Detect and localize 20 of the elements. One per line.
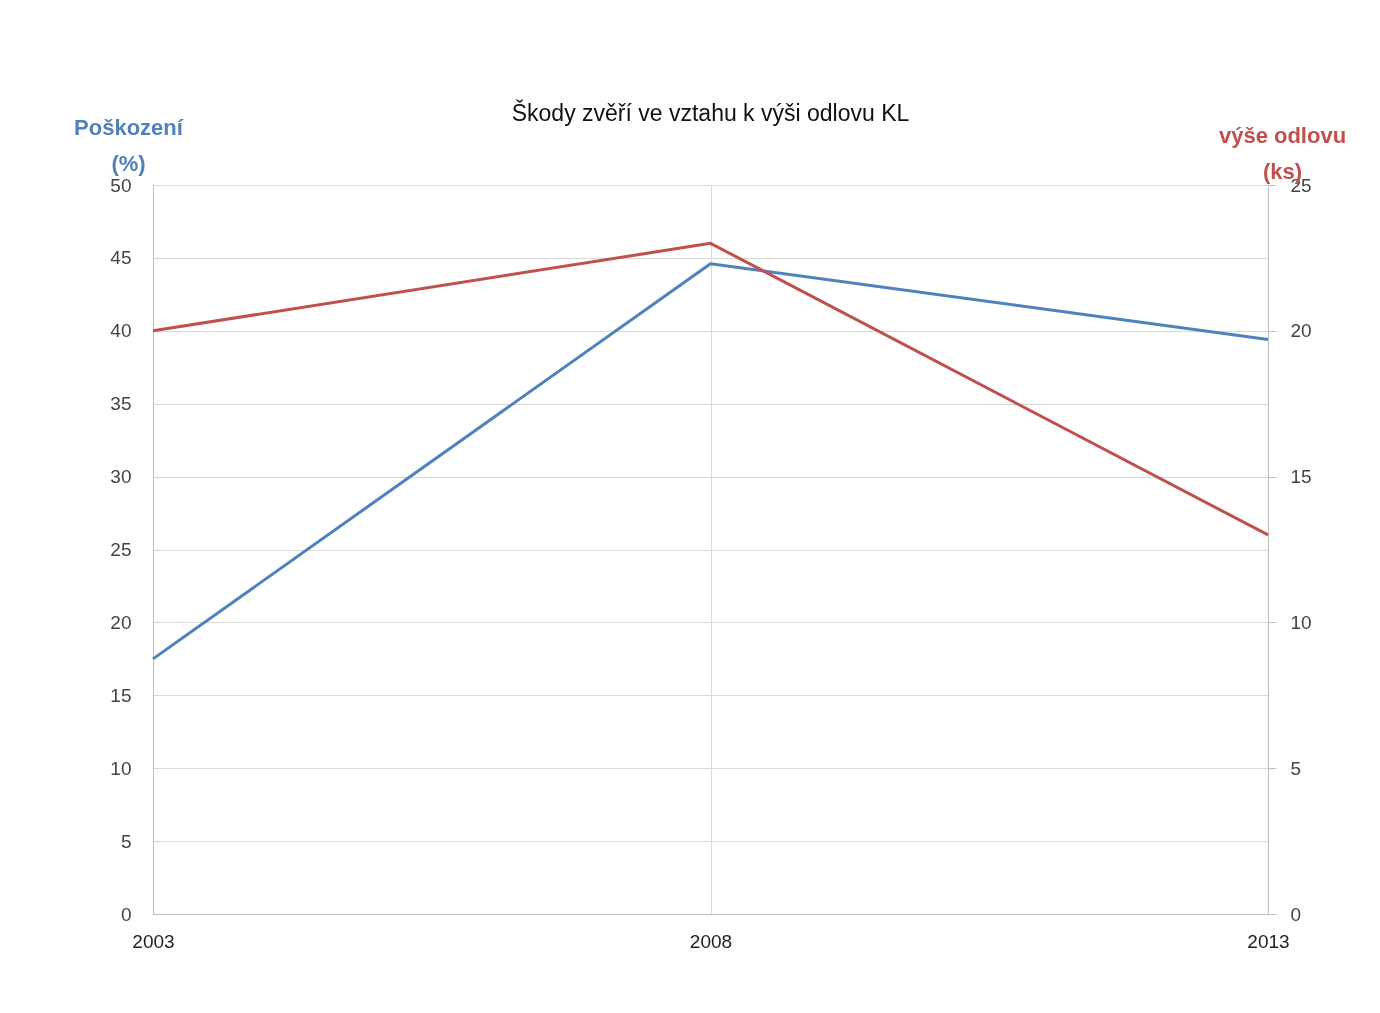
x-tick-label: 2003 bbox=[132, 930, 175, 952]
y-tick-label: 25 bbox=[110, 539, 132, 560]
y-tick-label: 30 bbox=[110, 466, 132, 488]
y-axis-title: Poškození (%) bbox=[74, 114, 184, 176]
y-tick-label: 0 bbox=[120, 903, 132, 925]
y-tick-label: 35 bbox=[110, 393, 132, 415]
y-tick-label: 15 bbox=[110, 684, 132, 706]
y2-tick-label: 0 bbox=[1290, 903, 1302, 925]
y-tick-label: 5 bbox=[120, 830, 132, 852]
y-tick-label: 40 bbox=[110, 320, 132, 342]
chart-title: Škody zvěří ve vztahu k výši odlovu KL bbox=[511, 99, 910, 126]
y2-tick-label: 10 bbox=[1290, 611, 1312, 633]
x-tick-label: 2013 bbox=[1247, 930, 1290, 952]
y2-tick-label: 15 bbox=[1290, 466, 1312, 488]
y2-tick-label: 5 bbox=[1290, 757, 1302, 779]
y2-tick-label: 20 bbox=[1290, 320, 1312, 342]
y-tick-label: 10 bbox=[110, 757, 132, 779]
y-tick-label: 20 bbox=[110, 611, 132, 633]
y-tick-label: 45 bbox=[110, 247, 132, 269]
x-tick-label: 2008 bbox=[689, 930, 733, 952]
